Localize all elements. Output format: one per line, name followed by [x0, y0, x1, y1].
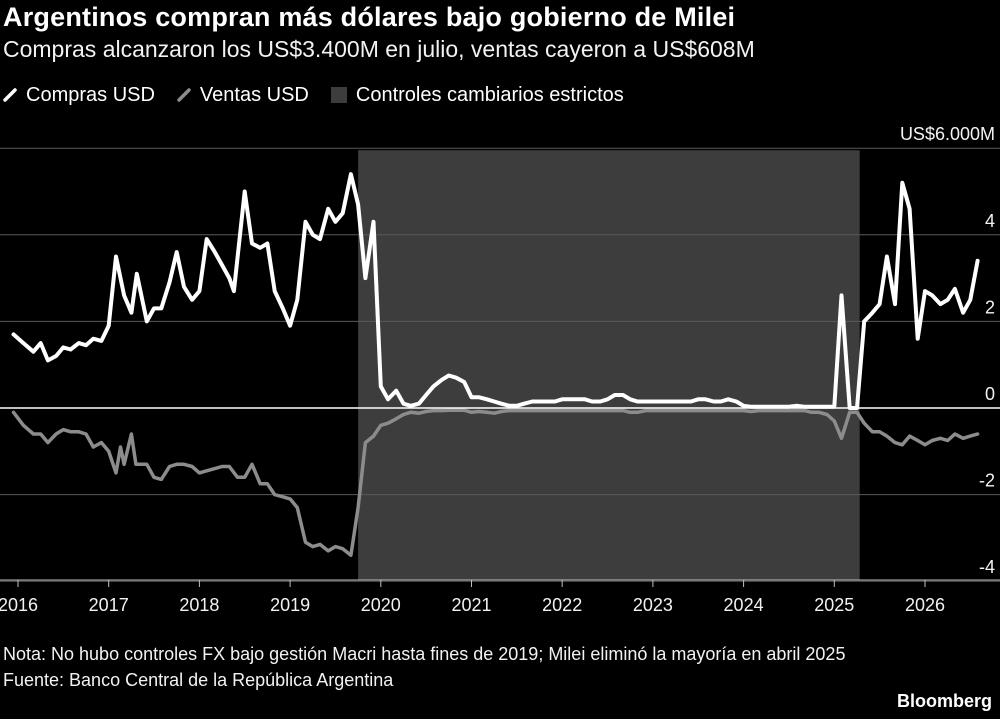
legend-label-compras: Compras USD — [26, 83, 155, 106]
legend-swatch-compras — [3, 88, 17, 102]
legend-item-ventas: Ventas USD — [177, 84, 309, 107]
bloomberg-logo: Bloomberg — [896, 691, 992, 711]
x-tick-label-2022: 2022 — [542, 595, 582, 615]
y-tick-label-4: 4 — [985, 211, 995, 231]
x-tick-label-2026: 2026 — [905, 595, 945, 615]
x-tick-label-2021: 2021 — [451, 595, 491, 615]
legend-swatch-ventas — [177, 88, 191, 102]
chart-subtitle: Compras alcanzaron los US$3.400M en juli… — [3, 36, 755, 62]
legend-swatch-controles — [330, 87, 347, 103]
y-tick-label--4: -4 — [979, 557, 995, 577]
legend-item-compras: Compras USD — [3, 84, 155, 107]
x-tick-label-2016: 2016 — [0, 595, 38, 615]
chart-legend: Compras USD Ventas USD Controles cambiar… — [3, 82, 646, 108]
series-line-ventas — [11, 408, 980, 557]
x-tick-label-2020: 2020 — [361, 595, 401, 615]
y-tick-label-0: 0 — [985, 384, 995, 404]
x-tick-label-2025: 2025 — [814, 595, 854, 615]
legend-label-controles: Controles cambiarios estrictos — [355, 83, 624, 106]
x-tick-label-2024: 2024 — [724, 595, 764, 615]
x-tick-label-2017: 2017 — [89, 595, 129, 615]
shaded-region-controls — [358, 150, 860, 580]
legend-label-ventas: Ventas USD — [199, 83, 309, 106]
x-tick-label-2023: 2023 — [633, 595, 673, 615]
x-tick-label-2019: 2019 — [270, 595, 310, 615]
series-line-compras — [11, 172, 980, 410]
y-tick-label-US$6.000M: US$6.000M — [900, 124, 995, 144]
legend-item-controles: Controles cambiarios estrictos — [330, 83, 624, 107]
chart-source: Fuente: Banco Central de la República Ar… — [3, 670, 394, 690]
chart-note: Nota: No hubo controles FX bajo gestión … — [3, 644, 846, 664]
chart-footnotes: Nota: No hubo controles FX bajo gestión … — [3, 641, 845, 693]
x-tick-label-2018: 2018 — [179, 595, 219, 615]
y-tick-label-2: 2 — [985, 297, 995, 317]
y-tick-label--2: -2 — [979, 471, 995, 491]
chart-title: Argentinos compran más dólares bajo gobi… — [3, 2, 736, 32]
